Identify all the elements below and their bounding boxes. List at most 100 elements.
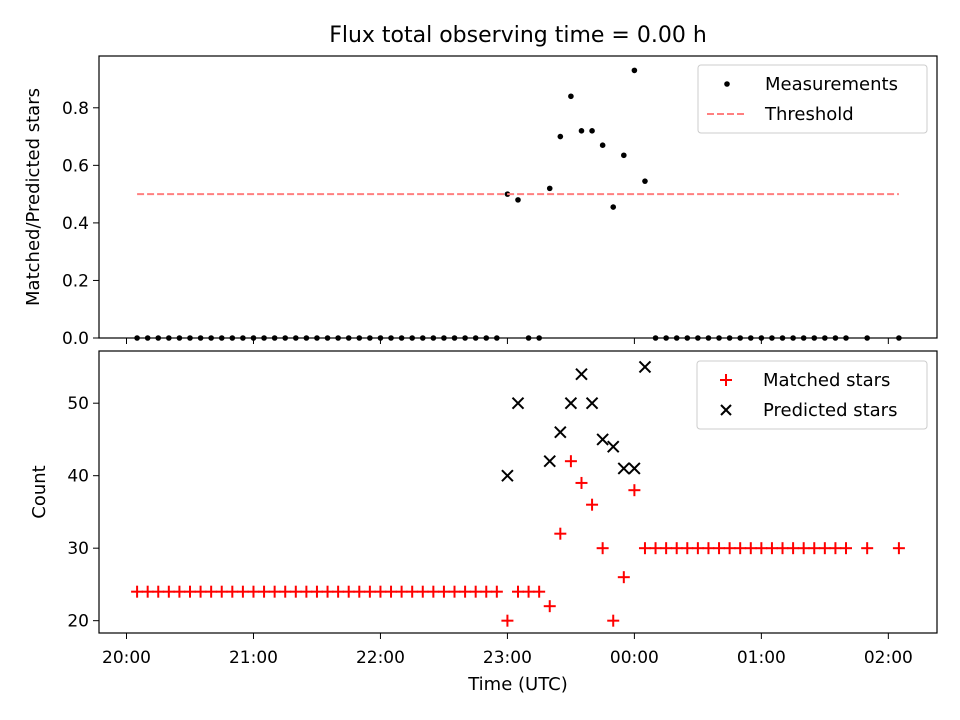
matched-stars-point	[554, 527, 567, 540]
matched-stars-point	[765, 542, 778, 555]
matched-stars-point	[660, 542, 673, 555]
matched-stars-point	[564, 455, 577, 468]
matched-stars-point	[713, 542, 726, 555]
matched-stars-point	[448, 585, 461, 598]
measurements-point	[589, 128, 595, 134]
bottom-y-axis-ticks: 20 30 40 50	[67, 394, 99, 632]
matched-stars-point	[385, 585, 398, 598]
matched-stars-point	[586, 498, 599, 511]
measurements-point	[631, 67, 638, 74]
measurements-point	[546, 185, 553, 192]
matched-stars-point	[522, 585, 535, 598]
matched-stars-point	[236, 585, 249, 598]
matched-stars-point	[342, 585, 355, 598]
predicted-stars-point	[617, 462, 631, 475]
matched-stars-point	[310, 585, 323, 598]
predicted-stars-point	[501, 469, 514, 482]
matched-stars-point	[501, 614, 514, 627]
matched-stars-point	[744, 542, 757, 555]
predicted-stars-point	[607, 440, 620, 453]
matched-stars-point	[723, 542, 736, 555]
matched-stars-point	[533, 585, 546, 598]
legend-marker-predicted-stars	[720, 404, 732, 416]
bottom-x-axis-ticks: 20:00 21:00 22:00 23:00 00:00 01:00 02:00	[102, 633, 913, 668]
top-panel: Flux total observing time = 0.00 h 0.00.…	[23, 23, 938, 349]
matched-stars-point	[892, 542, 905, 555]
matched-stars-point	[141, 585, 154, 598]
legend-label-threshold: Threshold	[764, 104, 854, 125]
predicted-stars-point	[575, 367, 588, 381]
matched-stars-point	[268, 585, 281, 598]
matched-stars-point	[543, 600, 556, 613]
matched-stars-point	[490, 585, 503, 598]
y-tick-label: 50	[67, 394, 89, 414]
matched-stars-point	[691, 542, 704, 555]
matched-stars-point	[416, 585, 429, 598]
x-tick-label: 21:00	[229, 648, 278, 668]
matched-stars-point	[702, 542, 715, 555]
matched-stars-point	[173, 585, 186, 598]
legend-label-measurements: Measurements	[765, 74, 898, 95]
matched-stars-point	[776, 542, 789, 555]
x-tick-label: 22:00	[356, 648, 405, 668]
x-tick-label: 00:00	[610, 648, 659, 668]
y-tick-label: 20	[67, 612, 89, 632]
top-plot-frame	[98, 55, 938, 339]
top-y-axis-ticks: 0.0 0.2 0.4 0.6 0.8	[62, 99, 99, 349]
measurements-point	[515, 197, 521, 203]
matched-stars-point	[861, 542, 874, 555]
matched-stars-point	[183, 585, 196, 598]
matched-stars-point	[131, 585, 144, 598]
predicted-stars-point	[564, 396, 578, 410]
matched-stars-point	[681, 542, 694, 555]
matched-stars-point	[258, 585, 271, 598]
matched-stars-point	[596, 542, 609, 555]
matched-stars-point	[437, 585, 450, 598]
y-tick-label: 0.8	[62, 99, 89, 119]
y-tick-label: 0.4	[62, 214, 89, 234]
bottom-panel: 20 30 40 50 20:00 21:00 22:00 23:00 00:00 01:00 0…	[29, 350, 938, 695]
bottom-plot-frame	[98, 350, 938, 634]
top-x-axis-ticks	[126, 338, 889, 344]
matched-stars-point	[205, 585, 218, 598]
legend-label-matched-stars: Matched stars	[763, 370, 890, 391]
matched-stars-point	[480, 585, 493, 598]
matched-stars-point	[670, 542, 683, 555]
matched-stars-point	[321, 585, 334, 598]
matched-stars-point	[374, 585, 387, 598]
matched-stars-point	[787, 542, 800, 555]
matched-stars-point	[162, 585, 175, 598]
predicted-stars-point	[554, 425, 567, 439]
y-tick-label: 0.2	[62, 271, 89, 291]
top-legend-box	[697, 64, 928, 134]
bottom-y-axis-label: Count	[29, 465, 50, 518]
x-tick-label: 20:00	[102, 648, 151, 668]
measurements-point	[621, 152, 627, 159]
measurements-point	[642, 178, 648, 184]
y-tick-label: 0.0	[62, 329, 89, 349]
legend-marker-measurements	[724, 81, 730, 87]
legend-label-predicted-stars: Predicted stars	[763, 400, 897, 421]
matched-stars-point	[247, 585, 260, 598]
matched-stars-point	[427, 585, 440, 598]
matched-stars-point	[226, 585, 239, 598]
y-tick-label: 40	[67, 467, 89, 487]
top-y-axis-label: Matched/Predicted stars	[23, 88, 44, 306]
bottom-legend-box	[696, 360, 928, 430]
predicted-stars-point	[585, 396, 599, 410]
matched-stars-point	[395, 585, 408, 598]
matched-stars-point	[755, 542, 768, 555]
matched-stars-point	[194, 585, 207, 598]
predicted-stars-point	[638, 360, 652, 374]
matched-stars-point	[469, 585, 482, 598]
matched-stars-point	[818, 542, 831, 555]
matched-stars-point	[617, 571, 630, 584]
matched-stars-point	[215, 585, 228, 598]
matched-stars-point	[797, 542, 810, 555]
legend-marker-matched-stars	[720, 374, 732, 386]
x-tick-label: 23:00	[483, 648, 532, 668]
matched-stars-point	[152, 585, 165, 598]
predicted-stars-point	[628, 462, 641, 475]
matched-stars-point	[638, 542, 651, 555]
